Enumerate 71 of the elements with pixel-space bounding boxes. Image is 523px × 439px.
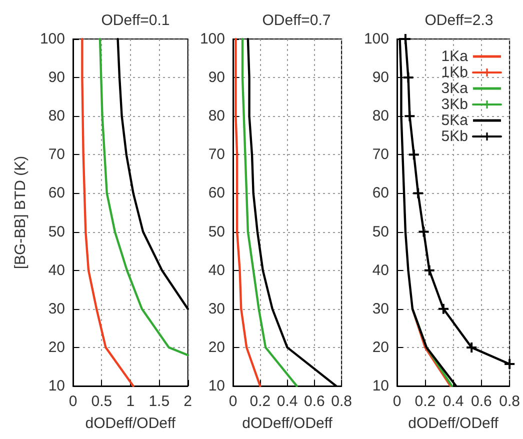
- x-tick-label: 0.6: [304, 393, 325, 410]
- y-tick-label: 20: [208, 338, 225, 356]
- line-series: [98, 38, 189, 356]
- y-tick-label: 40: [208, 262, 225, 279]
- point: [438, 304, 448, 314]
- y-tick-label: 30: [208, 300, 225, 318]
- y-tick-label: 40: [372, 262, 389, 279]
- legend-label: 3Ka: [441, 80, 469, 97]
- point: [400, 34, 410, 44]
- legend-label: 3Kb: [441, 96, 468, 113]
- y-tick-label: 10: [48, 378, 65, 394]
- y-tick-label: 10: [372, 378, 389, 394]
- legend-label: 5Kb: [441, 128, 468, 145]
- y-tick-label: 70: [48, 146, 65, 164]
- y-tick-label: 60: [372, 184, 389, 202]
- x-tick-label: 0.2: [250, 393, 271, 410]
- x-tick-label: 0: [392, 393, 402, 410]
- y-tick-label: 60: [48, 184, 65, 202]
- y-tick-label: 60: [208, 184, 225, 202]
- x-tick-label: 0.4: [442, 393, 464, 410]
- x-axis-title: dODeff/ODeff: [242, 415, 334, 432]
- y-tick-label: 80: [372, 108, 389, 125]
- y-tick-label: 10: [208, 378, 225, 394]
- y-tick-label: 50: [372, 223, 389, 240]
- y-tick-label: 30: [48, 300, 65, 318]
- y-tick-label: 40: [48, 262, 65, 279]
- y-tick-label: 50: [48, 223, 65, 240]
- point: [413, 188, 424, 198]
- x-tick-label: 0.8: [499, 393, 520, 410]
- y-tick-label: 100: [40, 30, 65, 48]
- y-tick-label: 100: [364, 30, 389, 48]
- x-tick-label: 0.2: [414, 393, 436, 410]
- y-tick-label: 70: [372, 146, 389, 164]
- chart-title: ODeff=0.7: [262, 12, 331, 29]
- point: [404, 111, 415, 122]
- legend-label: 1Kb: [441, 64, 468, 81]
- y-tick-label: 90: [48, 69, 65, 86]
- legend-label: 1Ka: [441, 48, 469, 65]
- x-tick-label: 1: [126, 393, 135, 410]
- x-tick-label: 1.5: [148, 393, 170, 410]
- line-series: [241, 38, 298, 388]
- y-tick-label: 80: [208, 108, 225, 125]
- line-series: [81, 38, 134, 388]
- x-tick-label: 0.8: [331, 393, 352, 410]
- x-tick-label: 0: [228, 393, 238, 410]
- y-tick-label: 70: [208, 146, 225, 164]
- legend-label: 5Ka: [441, 112, 469, 129]
- x-axis-title: dODeff/ODeff: [408, 415, 500, 432]
- point: [504, 359, 515, 370]
- x-tick-label: 0.6: [471, 393, 492, 410]
- y-axis-title: [BG-BB] BTD (K): [12, 156, 29, 270]
- y-tick-label: 90: [372, 69, 389, 86]
- point: [403, 72, 414, 83]
- x-axis-title: dODeff/ODeff: [85, 415, 176, 432]
- chart-title: ODeff=0.1: [101, 12, 170, 29]
- x-tick-label: 2: [184, 393, 192, 410]
- y-tick-label: 50: [208, 223, 225, 240]
- point: [466, 342, 477, 352]
- y-tick-label: 100: [200, 30, 225, 48]
- y-tick-label: 90: [208, 69, 225, 86]
- x-tick-label: 0.5: [91, 393, 112, 410]
- y-tick-label: 30: [372, 300, 389, 318]
- point: [418, 226, 429, 237]
- x-tick-label: 0: [68, 393, 78, 410]
- y-tick-label: 20: [48, 338, 65, 356]
- y-tick-label: 80: [48, 108, 65, 125]
- chart-title: ODeff=2.3: [424, 12, 494, 29]
- x-tick-label: 0.4: [276, 393, 298, 410]
- point: [408, 150, 419, 160]
- y-tick-label: 20: [372, 338, 389, 356]
- point: [424, 265, 434, 276]
